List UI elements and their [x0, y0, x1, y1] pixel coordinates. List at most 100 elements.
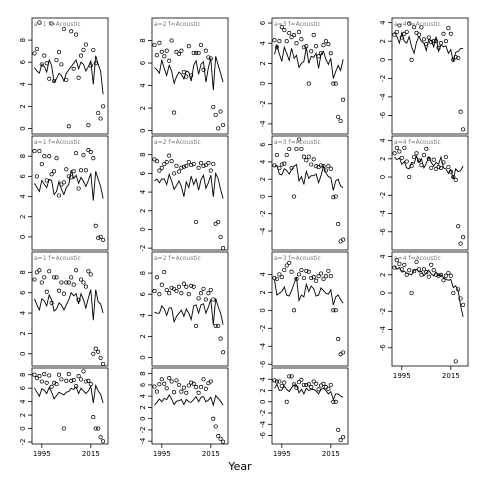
panel-3-2-obs-point-20	[441, 278, 446, 283]
panel-2-1-obs-point-6	[287, 146, 292, 152]
panel-2-3-obs-point-28	[341, 435, 346, 440]
panel-1-2-obs-point-8	[172, 286, 177, 291]
panel-1-1-obs-point-10	[176, 169, 182, 174]
panel-3-1-obs-point-22	[446, 164, 451, 170]
panel-3-2-obs-point-11	[419, 272, 424, 277]
panel-2-2-obs-point-12	[301, 275, 306, 281]
panel-3-2-frame	[391, 251, 469, 367]
panel-1-0-obs-point-11	[179, 48, 184, 53]
panel-2-2-obs-point-14	[306, 269, 311, 274]
panel-0-1-label: a=1 f=Acoustic	[34, 139, 81, 146]
panel-2-1-obs-point-13	[304, 158, 309, 163]
panel-3-2-xtick-label-0: 1995	[393, 372, 411, 380]
panel-1-3-obs-point-18	[196, 390, 201, 395]
panel-0-1-ytick-label-0: 0	[19, 235, 27, 239]
panel-1-0-obs-point-18	[196, 50, 201, 55]
panel-1-3-obs-point-5	[164, 386, 169, 391]
panel-0-3-obs-point-3	[39, 379, 44, 384]
panel-0-1-obs-point-21	[83, 168, 88, 173]
panel-0-3-obs-point-21	[83, 379, 88, 384]
panel-2-2-obs-point-25	[333, 308, 338, 313]
panel-0-0-obs-point-6	[47, 76, 52, 81]
panel-2-2-obs-point-3	[279, 275, 284, 280]
panel-3-1-obs-point-12	[421, 153, 426, 158]
panel-3-2-obs-point-24	[451, 290, 456, 296]
panel-1-3-obs-point-0	[152, 384, 157, 389]
panel-1-3-obs-point-25	[213, 424, 218, 429]
panel-3-1-ytick-label-4: 2	[379, 157, 387, 161]
panel-2-1-model-line	[274, 163, 344, 191]
panel-0-0-ytick-label-1: 2	[19, 104, 27, 108]
panel-1-1-obs-point-2	[157, 168, 162, 173]
panel-2-1-ytick-label-5: 6	[259, 142, 267, 147]
panel-2-1-obs-point-7	[289, 165, 294, 171]
panel-0-3-ytick-label-4: 6	[19, 385, 27, 390]
panel-2-3-obs-point-16	[311, 379, 316, 384]
panel-1-2-obs-point-2	[157, 292, 162, 297]
panel-1-1-obs-point-20	[201, 163, 206, 168]
panel-1-3-obs-point-16	[191, 381, 196, 386]
panel-0-2-frame	[31, 251, 109, 367]
panel-0-2-model-line	[34, 289, 104, 321]
panel-1-2-ytick-label-1: 2	[139, 334, 147, 338]
panel-1-1-obs-point-18	[196, 165, 201, 170]
panel-2-0-ytick-label-0: -4	[259, 120, 267, 128]
panel-1-1-ytick-label-3: 4	[139, 189, 147, 194]
panel-0-0-obs-point-20	[81, 47, 86, 53]
panel-1-0-obs-point-3	[159, 49, 164, 54]
panel-2-1-obs-point-22	[326, 164, 331, 169]
panel-0-3-obs-point-10	[56, 372, 62, 377]
panel-3-1-obs-point-26	[456, 224, 461, 229]
panel-3-1-obs-point-8	[412, 154, 417, 160]
panel-3-2-ytick-label-3: 0	[379, 291, 387, 295]
panel-1-3-obs-point-21	[203, 386, 208, 391]
panel-3-0-obs-point-3	[399, 35, 404, 40]
panel-0-1-obs-point-15	[69, 175, 74, 180]
panel-2-0-obs-point-19	[318, 51, 324, 56]
panel-2-2-ytick-label-3: 0	[259, 308, 267, 312]
panel-3-1-frame	[391, 135, 469, 251]
panel-2-2-obs-point-10	[296, 272, 302, 277]
panel-3-1-ytick-label-0: -6	[379, 228, 387, 236]
panel-1-0-obs-point-16	[191, 50, 196, 55]
panel-0-3-ytick-label-5: 8	[19, 372, 27, 376]
panel-0-3-obs-point-13	[64, 378, 69, 383]
panel-0-3-obs-point-18	[76, 374, 81, 379]
panel-3-0-obs-point-13	[424, 41, 429, 47]
panel-2-2-obs-point-7	[289, 269, 294, 274]
panel-3-1-obs-point-20	[441, 160, 446, 165]
panel-1-1-obs-point-24	[211, 161, 216, 167]
panel-2-3-obs-point-20	[321, 381, 326, 386]
panel-2-3-obs-point-15	[309, 385, 314, 390]
panel-0-3-obs-point-23	[88, 382, 93, 387]
panel-3-1-label: a=4 f=Acoustic	[394, 139, 441, 146]
panel-0-1-obs-point-8	[52, 169, 57, 174]
panel-0-2-obs-point-5	[44, 289, 49, 294]
panel-1-3-obs-point-19	[198, 385, 204, 390]
panel-3-2-obs-point-1	[394, 258, 399, 263]
panel-0-0-obs-point-10	[56, 50, 62, 55]
panel-1-2-obs-point-19	[198, 291, 204, 296]
panel-1-2-obs-point-16	[191, 284, 196, 289]
panel-2-3-obs-point-14	[306, 382, 311, 387]
panel-1-0-obs-point-9	[174, 49, 179, 54]
panel-1-3-obs-point-8	[172, 390, 177, 395]
panel-1-3-obs-point-24	[211, 416, 216, 421]
panel-2-1-ytick-label-4: 4	[259, 159, 267, 164]
panel-2-0-obs-point-12	[301, 45, 306, 50]
panel-0-0-label: a=1 f=Acoustic	[34, 21, 81, 28]
panel-1-0-obs-point-28	[221, 122, 226, 128]
panel-2-3-obs-point-13	[304, 382, 309, 387]
panel-1-1-ytick-label-0: -2	[139, 245, 147, 252]
panel-3-2-obs-point-23	[448, 273, 453, 278]
panel-2-2-obs-point-9	[294, 276, 299, 281]
panel-3-2-obs-point-13	[424, 270, 429, 275]
panel-0-0-obs-point-27	[98, 116, 103, 121]
panel-3-1-obs-point-16	[431, 157, 436, 162]
panel-0-2-obs-point-16	[71, 282, 76, 287]
panel-3-1-obs-point-27	[458, 241, 463, 246]
panel-0-3-obs-point-4	[42, 372, 47, 377]
panel-1-2-obs-point-18	[196, 296, 201, 301]
panel-0-2-obs-point-18	[76, 297, 81, 302]
panel-2-3-obs-point-8	[292, 382, 297, 387]
